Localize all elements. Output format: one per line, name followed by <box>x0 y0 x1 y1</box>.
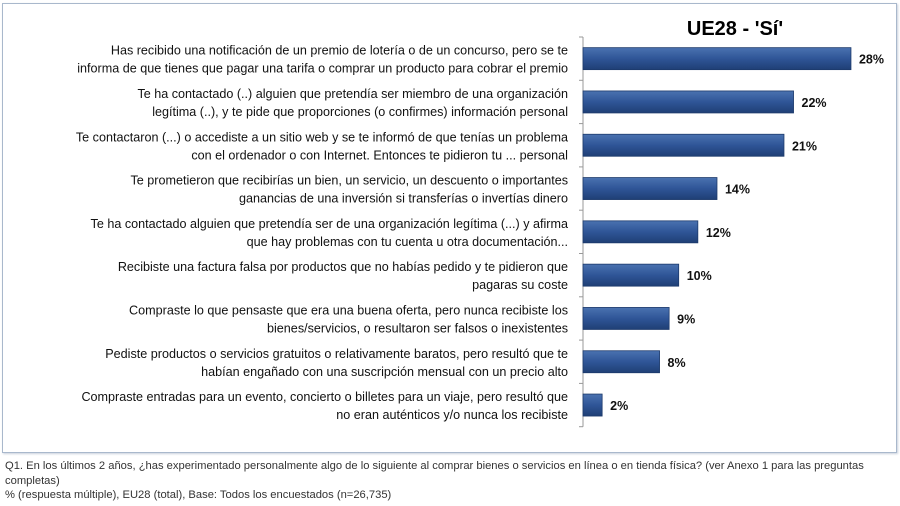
category-label: Pediste productos o servicios gratuitos … <box>105 347 568 361</box>
footnote-base: % (respuesta múltiple), EU28 (total), Ba… <box>5 489 392 501</box>
bar <box>582 90 794 114</box>
category-label: legítima (..), y te pide que proporcione… <box>152 105 568 119</box>
category-label: Te ha contactado (..) alguien que preten… <box>137 87 568 101</box>
bar <box>582 177 718 200</box>
data-label: 28% <box>859 53 884 67</box>
footnote-question: Q1. En los últimos 2 años, ¿has experime… <box>5 460 864 487</box>
data-label: 12% <box>706 226 731 240</box>
category-label: Recibiste una factura falsa por producto… <box>118 260 568 274</box>
data-label: 2% <box>610 399 628 413</box>
category-label: Has recibido una notificación de un prem… <box>111 44 568 58</box>
bar <box>582 393 603 417</box>
chart-title: UE28 - 'Sí' <box>686 18 784 40</box>
category-label: Compraste entradas para un evento, conci… <box>81 390 568 404</box>
category-label: bienes/servicios, o resultaron ser falso… <box>267 321 568 335</box>
category-label: Compraste lo que pensaste que era una bu… <box>129 303 568 317</box>
category-label: que hay problemas con tu cuenta u otra d… <box>247 235 568 249</box>
bar <box>582 350 660 374</box>
category-label: ganancias de una inversión si transfería… <box>239 192 568 206</box>
data-label: 22% <box>802 96 827 110</box>
data-label: 10% <box>687 269 712 283</box>
bar <box>582 133 785 157</box>
bar <box>582 307 670 330</box>
data-label: 9% <box>677 312 695 326</box>
footnote: Q1. En los últimos 2 años, ¿has experime… <box>5 459 895 503</box>
bar-chart: 28% Has recibido una notificación de un p… <box>76 36 884 428</box>
category-label: no eran auténticos y/o nunca los recibis… <box>336 408 568 422</box>
category-label: pagaras su coste <box>472 278 568 292</box>
bar <box>582 47 852 71</box>
category-label: con el ordenador o con Internet. Entonce… <box>191 148 568 162</box>
data-label: 21% <box>792 139 817 153</box>
chart-frame <box>2 3 897 453</box>
category-label: informa de que tienes que pagar una tari… <box>77 62 568 76</box>
category-label: Te contactaron (...) o accediste a un si… <box>76 130 568 144</box>
category-label: habían engañado con una suscripción mens… <box>201 365 568 379</box>
bar <box>582 220 699 244</box>
category-label: Te prometieron que recibirías un bien, u… <box>130 174 568 188</box>
category-label: Te ha contactado alguien que pretendía s… <box>91 217 568 231</box>
data-label: 8% <box>668 356 686 370</box>
data-label: 14% <box>725 183 750 197</box>
bar <box>582 263 680 287</box>
